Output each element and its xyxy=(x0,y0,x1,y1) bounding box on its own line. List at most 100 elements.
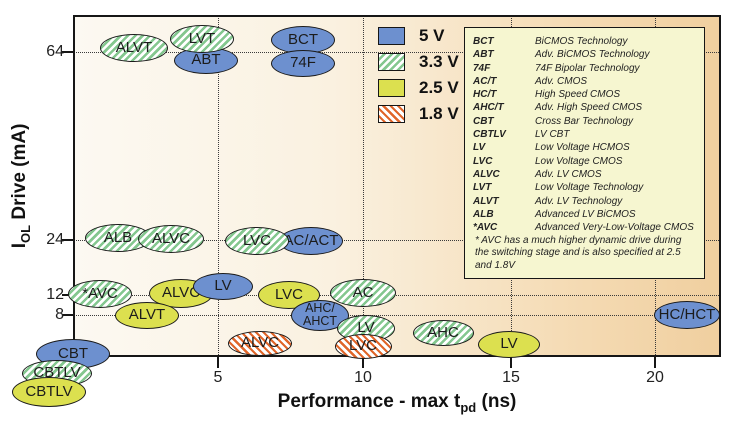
bubble-lv-2.5-v: LV xyxy=(478,330,540,358)
y-tick-label-12: 12 xyxy=(46,286,64,303)
glossary-desc: 74F Bipolar Technology xyxy=(535,62,640,74)
glossary-desc: Adv. LV CMOS xyxy=(535,168,602,180)
glossary-entry-alvt: ALVT Adv. LV Technology xyxy=(473,195,696,208)
bubble-alvt-2.5-v: ALVT xyxy=(115,301,179,329)
glossary-abbr: HC/T xyxy=(473,89,497,101)
x-axis-title: Performance - max tpd (ns) xyxy=(277,391,517,415)
glossary-box: BCT BiCMOS Technology ABT Adv. BiCMOS Techn… xyxy=(464,27,705,279)
glossary-desc: High Speed CMOS xyxy=(535,89,621,101)
gridline-y-8 xyxy=(73,315,721,316)
glossary-abbr: CBT xyxy=(473,115,494,127)
glossary-entry-ahc-t: AHC/T Adv. High Speed CMOS xyxy=(473,101,696,114)
bubble-lvc-3.3-v: LVC xyxy=(225,227,289,255)
tick-x-15 xyxy=(510,357,512,368)
legend-label-5-v: 5 V xyxy=(419,26,445,45)
legend-row-5-v: 5 V xyxy=(378,26,459,46)
x-tick-label-20: 20 xyxy=(646,369,664,386)
y-tick-label-8: 8 xyxy=(55,306,64,323)
glossary-desc: Cross Bar Technology xyxy=(535,115,634,127)
glossary-desc: Low Voltage CMOS xyxy=(535,155,623,167)
glossary-abbr: CBTLV xyxy=(473,129,506,141)
legend-row-1.8-v: 1.8 V xyxy=(378,104,459,124)
glossary-abbr: LVT xyxy=(473,182,492,194)
glossary-abbr: *AVC xyxy=(473,222,498,234)
voltage-legend: 5 V 3.3 V 2.5 V 1.8 V xyxy=(378,26,459,124)
bubble-alvc-1.8-v: ALVC xyxy=(228,330,292,356)
glossary-entry-alb: ALB Advanced LV BiCMOS xyxy=(473,208,696,221)
glossary-entry-abt: ABT Adv. BiCMOS Technology xyxy=(473,48,696,61)
y-tick-label-64: 64 xyxy=(46,43,64,60)
glossary-abbr: AHC/T xyxy=(473,102,504,114)
glossary-entry-cbtlv: CBTLV LV CBT xyxy=(473,128,696,141)
glossary-entry-lv: LV Low Voltage HCMOS xyxy=(473,141,696,154)
bubble-alb-3.3-v: ALB xyxy=(85,224,151,252)
bubble-74f-5-v: 74F xyxy=(271,49,335,77)
glossary-abbr: ALVC xyxy=(473,168,500,180)
legend-swatch-1.8-v xyxy=(378,105,405,123)
bubble-ac-3.3-v: AC xyxy=(330,279,396,307)
glossary-footnote: * AVC has a much higher dynamic drive du… xyxy=(475,234,682,272)
legend-swatch-2.5-v xyxy=(378,79,405,97)
tick-y-24 xyxy=(62,239,73,241)
tick-y-8 xyxy=(62,314,73,316)
glossary-abbr: BCT xyxy=(473,36,494,47)
bubble-ahc-3.3-v: AHC xyxy=(412,320,474,346)
x-tick-label-15: 15 xyxy=(502,369,520,386)
legend-row-3.3-v: 3.3 V xyxy=(378,52,459,72)
gridline-y-24 xyxy=(73,240,721,241)
y-tick-label-24: 24 xyxy=(46,231,64,248)
legend-swatch-5-v xyxy=(378,27,405,45)
tick-x-5 xyxy=(217,357,219,368)
glossary-desc: Adv. High Speed CMOS xyxy=(535,102,643,114)
tick-x-10 xyxy=(362,357,364,368)
glossary-entry-bct: BCT BiCMOS Technology xyxy=(473,35,696,48)
glossary-abbr: AC/T xyxy=(473,75,497,87)
glossary-entry-lvc: LVC Low Voltage CMOS xyxy=(473,155,696,168)
glossary-entry-alvc: ALVC Adv. LV CMOS xyxy=(473,168,696,181)
glossary-desc: Advanced Very-Low-Voltage CMOS xyxy=(535,222,694,234)
bubble-ac-act-5-v: AC/ACT xyxy=(279,227,343,255)
legend-label-3.3-v: 3.3 V xyxy=(419,52,459,71)
glossary-entry-ac-t: AC/T Adv. CMOS xyxy=(473,75,696,88)
legend-swatch-3.3-v xyxy=(378,53,405,71)
glossary-entry-cbt: CBT Cross Bar Technology xyxy=(473,115,696,128)
tick-y-12 xyxy=(62,294,73,296)
glossary-entry-lvt: LVT Low Voltage Technology xyxy=(473,181,696,194)
glossary-abbr: 74F xyxy=(473,62,491,74)
gridline-x-5 xyxy=(218,15,219,357)
glossary-desc: Adv. CMOS xyxy=(535,75,588,87)
glossary-desc: Low Voltage Technology xyxy=(535,182,644,194)
glossary-entry-74f: 74F 74F Bipolar Technology xyxy=(473,62,696,75)
legend-label-2.5-v: 2.5 V xyxy=(419,78,459,97)
glossary-desc: Low Voltage HCMOS xyxy=(535,142,630,154)
glossary-desc: Adv. LV Technology xyxy=(535,195,623,207)
glossary-abbr: ABT xyxy=(473,49,494,61)
y-axis-title: IOL Drive (mA) xyxy=(9,123,33,249)
gridline-x-10 xyxy=(363,15,364,357)
glossary-desc: Advanced LV BiCMOS xyxy=(535,208,636,220)
glossary-desc: BiCMOS Technology xyxy=(535,36,628,47)
x-tick-label-5: 5 xyxy=(213,369,223,386)
bubble-alvc-3.3-v: ALVC xyxy=(138,225,204,253)
bubble-cbtlv-2.5-v: CBTLV xyxy=(12,377,86,407)
legend-label-1.8-v: 1.8 V xyxy=(419,104,459,123)
bubble-hc-hct-5-v: HC/HCT xyxy=(654,301,720,329)
glossary-desc: Adv. BiCMOS Technology xyxy=(535,49,650,61)
bubble-lvc-1.8-v: LVC xyxy=(334,333,392,359)
tick-y-64 xyxy=(62,51,73,53)
glossary-abbr: LV xyxy=(473,142,486,154)
glossary-abbr: ALVT xyxy=(473,195,499,207)
bubble-avc-3.3-v: *AVC xyxy=(68,280,132,308)
legend-row-2.5-v: 2.5 V xyxy=(378,78,459,98)
glossary-desc: LV CBT xyxy=(535,129,570,141)
glossary-entry-avc: *AVC Advanced Very-Low-Voltage CMOS xyxy=(473,221,696,234)
glossary-entry-hc-t: HC/T High Speed CMOS xyxy=(473,88,696,101)
bubble-lv-5-v: LV xyxy=(193,272,253,300)
glossary-entries: BCT BiCMOS Technology ABT Adv. BiCMOS Techn… xyxy=(473,35,696,234)
glossary-abbr: LVC xyxy=(473,155,493,167)
tick-x-20 xyxy=(654,357,656,368)
gridline-y-12 xyxy=(73,295,721,296)
glossary-abbr: ALB xyxy=(473,208,494,220)
bubble-lvt-3.3-v: LVT xyxy=(170,25,234,53)
